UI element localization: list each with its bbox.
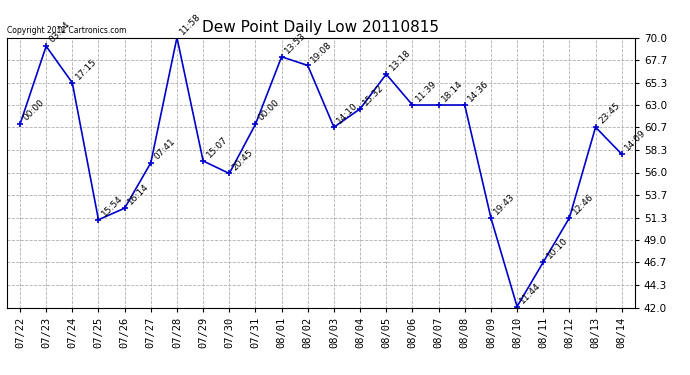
Text: 07:41: 07:41 <box>152 137 177 162</box>
Text: 12:46: 12:46 <box>571 192 595 216</box>
Text: 23:45: 23:45 <box>597 101 622 126</box>
Text: 13:53: 13:53 <box>283 31 308 56</box>
Text: 14:10: 14:10 <box>335 101 360 126</box>
Text: 13:18: 13:18 <box>388 48 413 73</box>
Text: 20:45: 20:45 <box>230 148 255 172</box>
Text: 14:36: 14:36 <box>466 79 491 104</box>
Title: Dew Point Daily Low 20110815: Dew Point Daily Low 20110815 <box>202 20 440 35</box>
Text: 10:10: 10:10 <box>544 236 569 261</box>
Text: 03:24: 03:24 <box>48 20 72 45</box>
Text: 17:15: 17:15 <box>74 57 99 81</box>
Text: 00:00: 00:00 <box>21 98 46 123</box>
Text: 00:00: 00:00 <box>257 98 282 123</box>
Text: 14:09: 14:09 <box>623 128 648 153</box>
Text: 11:58: 11:58 <box>178 12 203 36</box>
Text: 11:39: 11:39 <box>414 79 438 104</box>
Text: 19:08: 19:08 <box>309 39 334 64</box>
Text: 18:14: 18:14 <box>440 79 464 104</box>
Text: Copyright 2011 Cartronics.com: Copyright 2011 Cartronics.com <box>7 26 126 35</box>
Text: 15:54: 15:54 <box>100 194 124 218</box>
Text: 16:14: 16:14 <box>126 182 150 207</box>
Text: 11:44: 11:44 <box>518 280 543 305</box>
Text: 19:43: 19:43 <box>492 192 517 216</box>
Text: 15:32: 15:32 <box>362 83 386 108</box>
Text: 15:07: 15:07 <box>204 135 229 159</box>
